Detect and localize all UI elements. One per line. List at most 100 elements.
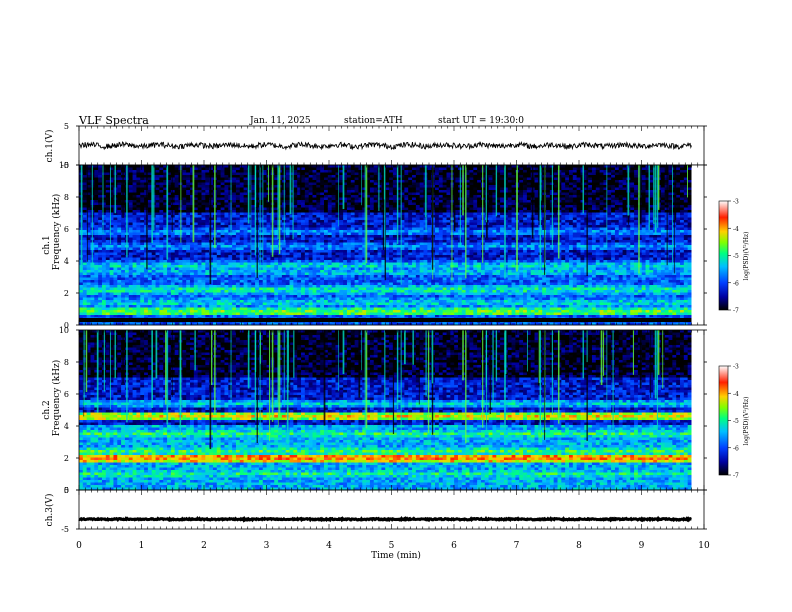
spectrogram-cell <box>331 187 336 191</box>
spectrogram-cell <box>144 262 149 266</box>
spectrogram-cell <box>167 220 172 223</box>
spectrogram-cell <box>266 312 271 316</box>
spectrogram-cell <box>262 265 267 268</box>
spectrogram-cell <box>266 322 271 326</box>
spectrogram-cell <box>86 260 91 263</box>
spectrogram-cell <box>346 262 352 266</box>
spectrogram-cell <box>285 267 290 271</box>
spectrogram-cell <box>235 290 241 293</box>
spectrogram-cell <box>90 315 95 318</box>
spectrogram-cell <box>79 275 84 278</box>
spectrogram-cell <box>124 285 130 288</box>
spectrogram-cell <box>197 212 202 216</box>
spectrogram-cell <box>362 250 367 253</box>
spectrogram-cell <box>86 185 91 188</box>
spectrogram-cell <box>304 247 310 251</box>
spectrogram-cell <box>293 305 298 308</box>
spectrogram-cell <box>105 172 111 176</box>
spectrogram-cell <box>144 310 149 313</box>
spectrogram-cell <box>147 197 153 201</box>
spectrogram-cell <box>304 265 310 268</box>
spectrogram-cell <box>174 212 179 216</box>
spectrogram-cell <box>343 205 348 208</box>
spectrogram-cell <box>159 185 164 188</box>
spectrogram-cell <box>247 210 252 213</box>
spectrogram-cell <box>274 267 279 271</box>
spectrogram-cell <box>140 267 145 271</box>
spectrogram-cell <box>251 292 256 296</box>
spectrogram-cell <box>193 245 199 248</box>
spectrogram-cell <box>147 282 153 286</box>
spectrogram-cell <box>82 267 88 271</box>
spectrogram-cell <box>320 315 325 318</box>
spectrogram-cell <box>304 267 310 271</box>
spectrogram-cell <box>82 190 88 193</box>
spectrogram-cell <box>235 305 241 308</box>
spectrogram-cell <box>170 235 176 238</box>
spectrogram-cell <box>186 225 191 228</box>
spectrogram-cell <box>304 192 310 196</box>
spectrogram-cell <box>105 185 111 188</box>
spectrogram-cell <box>132 252 137 256</box>
spectrogram-cell <box>373 185 378 188</box>
spectrogram-cell <box>293 187 298 191</box>
spectrogram-cell <box>193 255 199 258</box>
spectrogram-cell <box>201 280 206 283</box>
spectrogram-cell <box>339 177 344 181</box>
spectrogram-cell <box>155 275 160 278</box>
spectrogram-cell <box>297 245 302 248</box>
spectrogram-cell <box>136 217 141 221</box>
spectrogram-cell <box>262 230 267 233</box>
spectrogram-cell <box>369 277 375 281</box>
spectrogram-cell <box>369 285 375 288</box>
spectrogram-cell <box>94 260 99 263</box>
spectrogram-cell <box>136 290 141 293</box>
spectrogram-cell <box>285 285 290 288</box>
spectrogram-cell <box>216 287 222 291</box>
spectrogram-cell <box>224 277 229 281</box>
spectrogram-cell <box>266 272 271 276</box>
spectrogram-cell <box>354 215 359 218</box>
spectrogram-cell <box>136 305 141 308</box>
spectrogram-cell <box>190 280 195 283</box>
spectrogram-cell <box>362 305 367 308</box>
spectrogram-cell <box>293 225 298 228</box>
spectrogram-cell <box>121 290 126 293</box>
spectrogram-cell <box>105 200 111 203</box>
spectrogram-cell <box>121 265 126 268</box>
spectrogram-cell <box>159 200 164 203</box>
spectrogram-cell <box>190 235 195 238</box>
spectrogram-cell <box>247 222 252 226</box>
spectrogram-cell <box>331 282 336 286</box>
spectrogram-cell <box>128 177 133 181</box>
spectrogram-cell <box>174 307 179 311</box>
spectrogram-cell <box>366 212 371 216</box>
spectrogram-cell <box>350 275 356 278</box>
spectrogram-cell <box>235 257 241 261</box>
spectrogram-cell <box>186 182 191 186</box>
spectrogram-cell <box>186 257 191 261</box>
spectrogram-cell <box>167 297 172 301</box>
spectrogram-cell <box>216 297 222 301</box>
spectrogram-cell <box>362 207 367 211</box>
spectrogram-cell <box>373 182 378 186</box>
spectrogram-cell <box>132 310 137 313</box>
spectrogram-cell <box>86 212 91 216</box>
spectrogram-cell <box>320 322 325 326</box>
spectrogram-cell <box>331 182 336 186</box>
spectrogram-cell <box>327 240 333 243</box>
spectrogram-cell <box>324 270 329 273</box>
spectrogram-cell <box>220 315 225 318</box>
spectrogram-cell <box>82 257 88 261</box>
spectrogram-cell <box>128 230 133 233</box>
spectrogram-cell <box>316 232 321 236</box>
spectrogram-cell <box>124 292 130 296</box>
spectrogram-cell <box>335 175 340 178</box>
spectrogram-cell <box>304 212 310 216</box>
spectrogram-cell <box>144 192 149 196</box>
spectrogram-cell <box>358 197 363 201</box>
spectrogram-cell <box>373 197 378 201</box>
spectrogram-cell <box>339 167 344 171</box>
spectrogram-cell <box>366 175 371 178</box>
spectrogram-cell <box>79 282 84 286</box>
